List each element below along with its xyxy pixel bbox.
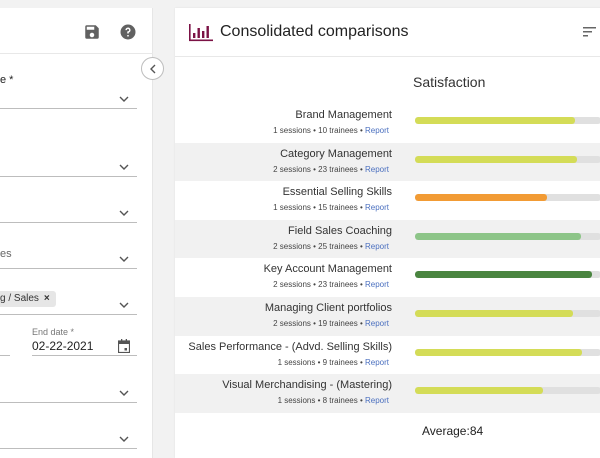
course-name: Field Sales Coaching — [288, 224, 392, 237]
course-meta: 2 sessions • 19 trainees • Report — [273, 319, 389, 328]
satisfaction-bar — [415, 271, 592, 279]
course-name: Visual Merchandising - (Mastering) — [222, 379, 392, 392]
session-trainee-count: 2 sessions • 23 trainees • — [273, 164, 365, 174]
session-trainee-count: 1 sessions • 15 trainees • — [273, 203, 365, 213]
help-icon[interactable] — [119, 23, 137, 41]
course-meta: 2 sessions • 25 trainees • Report — [273, 242, 389, 251]
session-trainee-count: 2 sessions • 25 trainees • — [273, 241, 365, 251]
chevron-left-icon — [149, 64, 155, 73]
chevron-down-icon[interactable] — [119, 302, 129, 308]
satisfaction-bar — [415, 348, 583, 356]
course-meta: 2 sessions • 23 trainees • Report — [273, 165, 389, 174]
session-trainee-count: 2 sessions • 19 trainees • — [273, 318, 365, 328]
comparison-row: Key Account Management 2 sessions • 23 tr… — [175, 258, 600, 297]
report-link[interactable]: Report — [364, 318, 389, 328]
satisfaction-bar — [415, 309, 574, 317]
comparison-row: Field Sales Coaching 2 sessions • 25 trai… — [175, 219, 600, 259]
chip-label: g / Sales — [0, 293, 39, 304]
chevron-down-icon[interactable] — [119, 436, 129, 442]
report-link[interactable]: Report — [364, 126, 389, 135]
satisfaction-bar-track — [415, 271, 600, 279]
chevron-down-icon[interactable] — [119, 164, 129, 170]
session-trainee-count: 1 sessions • 10 trainees • — [273, 126, 365, 135]
filter-panel: e * es g / Sales × End date * 02-22-2021 — [0, 8, 153, 458]
card-title: Consolidated comparisons — [220, 23, 409, 40]
satisfaction-bar — [415, 117, 575, 124]
field-4[interactable]: es — [0, 248, 137, 269]
average-label: Average:84 — [422, 424, 484, 438]
satisfaction-bar-track — [415, 194, 600, 202]
end-date-label: End date * — [32, 327, 75, 337]
comparison-row: Category Management 2 sessions • 23 train… — [175, 142, 600, 182]
field-3[interactable] — [0, 210, 137, 223]
comparison-row: Essential Selling Skills 1 sessions • 15 … — [175, 181, 600, 220]
course-meta: 2 sessions • 23 trainees • Report — [273, 280, 389, 289]
satisfaction-bar-track — [415, 232, 600, 240]
report-link[interactable]: Report — [364, 396, 389, 406]
course-meta: 1 sessions • 10 trainees • Report — [273, 126, 389, 135]
satisfaction-bar-track — [415, 309, 600, 317]
metric-title: Satisfaction — [413, 74, 486, 90]
course-name: Managing Client portfolios — [264, 301, 392, 314]
end-date-field[interactable]: End date * 02-22-2021 — [32, 327, 137, 356]
comparison-row: Visual Merchandising - (Mastering) 1 sess… — [175, 374, 600, 413]
chevron-down-icon[interactable] — [119, 256, 129, 262]
field-6[interactable] — [0, 390, 137, 403]
field-7[interactable] — [0, 436, 137, 449]
chevron-down-icon[interactable] — [119, 390, 129, 396]
card-header: Consolidated comparisons — [175, 8, 600, 57]
bar-chart-icon — [189, 24, 213, 42]
report-link[interactable]: Report — [364, 164, 389, 174]
satisfaction-bar — [415, 232, 581, 240]
report-link[interactable]: Report — [364, 280, 389, 290]
collapse-panel-button[interactable] — [141, 57, 164, 80]
sort-icon[interactable] — [583, 27, 596, 37]
selected-chip: g / Sales × — [0, 291, 56, 307]
chevron-down-icon[interactable] — [119, 96, 129, 102]
report-link[interactable]: Report — [364, 357, 389, 367]
satisfaction-bar — [415, 387, 544, 395]
satisfaction-bar-track — [415, 348, 600, 356]
chevron-down-icon[interactable] — [119, 210, 129, 216]
course-meta: 1 sessions • 9 trainees • Report — [278, 358, 389, 367]
satisfaction-bar — [415, 155, 577, 163]
filter-toolbar — [0, 8, 153, 54]
comparison-row: Managing Client portfolios 2 sessions • 1… — [175, 296, 600, 336]
satisfaction-bar-track — [415, 387, 600, 395]
course-meta: 1 sessions • 8 trainees • Report — [278, 396, 389, 405]
session-trainee-count: 1 sessions • 8 trainees • — [277, 396, 365, 406]
satisfaction-bar-track — [415, 155, 600, 163]
session-trainee-count: 1 sessions • 9 trainees • — [277, 357, 365, 367]
satisfaction-bar — [415, 194, 548, 202]
course-name: Sales Performance - (Advd. Selling Skill… — [188, 340, 392, 353]
course-name: Brand Management — [295, 109, 392, 121]
satisfaction-bar-track — [415, 117, 600, 124]
field-5[interactable]: g / Sales × — [0, 291, 137, 315]
course-name: Category Management — [280, 147, 392, 160]
field-2[interactable] — [0, 164, 137, 177]
course-meta: 1 sessions • 15 trainees • Report — [273, 203, 389, 212]
start-date-field[interactable] — [0, 355, 10, 356]
report-link[interactable]: Report — [364, 241, 389, 251]
comparison-row: Sales Performance - (Advd. Selling Skill… — [175, 336, 600, 375]
comparison-row: Brand Management 1 sessions • 10 trainees… — [175, 104, 600, 143]
end-date-value[interactable]: 02-22-2021 — [32, 339, 94, 353]
course-name: Key Account Management — [263, 263, 392, 276]
course-name: Essential Selling Skills — [282, 186, 392, 199]
comparison-list: Brand Management 1 sessions • 10 trainees… — [175, 104, 600, 413]
field-4-value: es — [0, 248, 12, 260]
chip-remove-icon[interactable]: × — [43, 293, 50, 304]
field-1[interactable]: e * — [0, 74, 137, 109]
save-icon[interactable] — [83, 23, 101, 41]
report-link[interactable]: Report — [364, 203, 389, 213]
consolidated-comparisons-card: Consolidated comparisons Satisfaction Br… — [175, 8, 600, 458]
field-1-label: e * — [0, 74, 14, 86]
calendar-icon[interactable] — [118, 339, 130, 353]
session-trainee-count: 2 sessions • 23 trainees • — [273, 280, 365, 290]
